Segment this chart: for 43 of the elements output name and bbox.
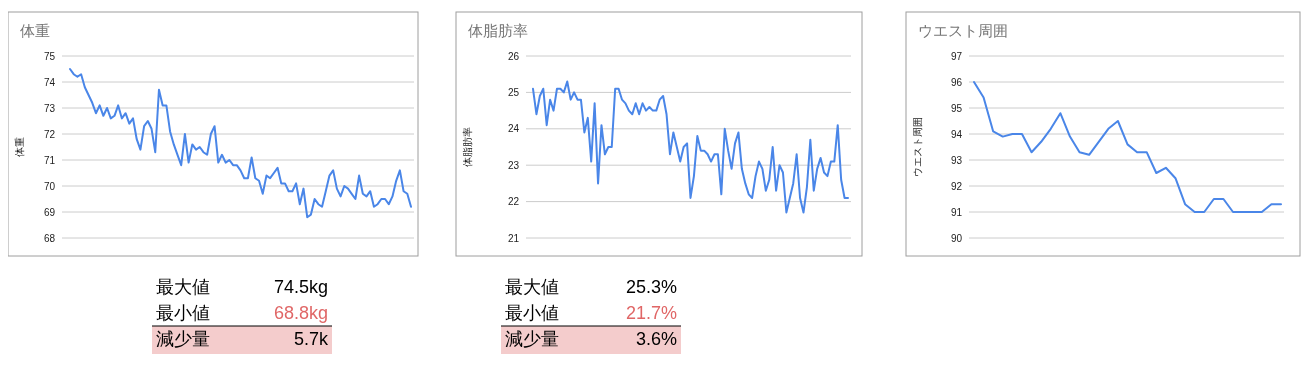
y-tick-label: 97 (950, 50, 963, 62)
text: 最小値 (505, 303, 559, 324)
line-series (532, 80, 849, 214)
text: 25.3% (625, 277, 677, 298)
line-series (69, 68, 412, 219)
text: 21.7% (625, 303, 677, 324)
chart-title: 体重 (20, 22, 50, 39)
y-axis-title: 体重 (14, 137, 25, 157)
y-tick-label: 96 (950, 76, 963, 88)
line-series (973, 81, 1282, 213)
y-tick-label: 72 (43, 128, 56, 140)
text: 5.7k (293, 329, 329, 350)
y-tick-label: 25 (507, 86, 520, 98)
text: 減少量 (505, 329, 559, 350)
text: 最小値 (156, 303, 210, 324)
y-tick-label: 24 (507, 123, 520, 135)
y-tick-label: 95 (950, 102, 963, 114)
y-tick-label: 22 (507, 196, 520, 208)
y-tick-label: 21 (507, 232, 520, 244)
text: 74.5kg (273, 277, 328, 298)
y-tick-label: 90 (950, 232, 963, 244)
y-tick-label: 70 (43, 180, 56, 192)
text: 最大値 (505, 277, 559, 298)
y-tick-label: 93 (950, 154, 963, 166)
y-tick-label: 75 (43, 50, 56, 62)
chart-title: ウエスト周囲 (918, 22, 1008, 39)
text: 減少量 (156, 329, 210, 350)
y-tick-label: 69 (43, 206, 56, 218)
text: 68.8kg (273, 303, 328, 324)
text: 3.6% (635, 329, 677, 350)
y-tick-label: 91 (950, 206, 963, 218)
text: 最大値 (156, 277, 210, 298)
y-tick-label: 23 (507, 159, 520, 171)
y-tick-label: 74 (43, 76, 56, 88)
y-tick-label: 68 (43, 232, 56, 244)
y-tick-label: 94 (950, 128, 963, 140)
y-tick-label: 73 (43, 102, 56, 114)
y-tick-label: 26 (507, 50, 520, 62)
y-tick-label: 92 (950, 180, 963, 192)
chart-title: 体脂肪率 (468, 22, 528, 39)
y-axis-title: 体脂肪率 (462, 127, 473, 167)
y-tick-label: 71 (43, 154, 56, 166)
y-axis-title: ウエスト周囲 (912, 117, 923, 177)
